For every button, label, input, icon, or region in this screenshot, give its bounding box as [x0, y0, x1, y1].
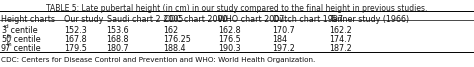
Text: 3: 3 — [1, 26, 6, 35]
Text: 50: 50 — [1, 35, 11, 44]
Text: Tanner study (1966): Tanner study (1966) — [329, 15, 410, 24]
Text: 179.5: 179.5 — [64, 44, 87, 53]
Text: WHO chart 2007: WHO chart 2007 — [218, 15, 284, 24]
Text: centile: centile — [8, 26, 38, 35]
Text: 180.7: 180.7 — [107, 44, 129, 53]
Text: 97: 97 — [1, 44, 11, 53]
Text: TABLE 5: Late pubertal height (in cm) in our study compared to the final height : TABLE 5: Late pubertal height (in cm) in… — [46, 4, 428, 13]
Text: 197.2: 197.2 — [273, 44, 295, 53]
Text: 153.6: 153.6 — [107, 26, 129, 35]
Text: CDC: Centers for Disease Control and Prevention and WHO: World Health Organizati: CDC: Centers for Disease Control and Pre… — [1, 57, 315, 63]
Text: Dutch chart 1997: Dutch chart 1997 — [273, 15, 343, 24]
Text: 176.5: 176.5 — [218, 35, 241, 44]
Text: 162.2: 162.2 — [329, 26, 352, 35]
Text: 152.3: 152.3 — [64, 26, 87, 35]
Text: CDC chart 2000: CDC chart 2000 — [164, 15, 227, 24]
Text: 190.3: 190.3 — [218, 44, 241, 53]
Text: 162: 162 — [164, 26, 179, 35]
Text: 187.2: 187.2 — [329, 44, 352, 53]
Text: Our study: Our study — [64, 15, 103, 24]
Text: 184: 184 — [273, 35, 288, 44]
Text: 168.8: 168.8 — [107, 35, 129, 44]
Text: centile: centile — [11, 35, 41, 44]
Text: 174.7: 174.7 — [329, 35, 352, 44]
Text: Height charts: Height charts — [1, 15, 55, 24]
Text: 167.8: 167.8 — [64, 35, 87, 44]
Text: 176.25: 176.25 — [164, 35, 191, 44]
Text: 170.7: 170.7 — [273, 26, 295, 35]
Text: th: th — [7, 34, 13, 39]
Text: 162.8: 162.8 — [218, 26, 241, 35]
Text: 188.4: 188.4 — [164, 44, 186, 53]
Text: rd: rd — [4, 25, 9, 29]
Text: Saudi chart 2 2005: Saudi chart 2 2005 — [107, 15, 183, 24]
Text: centile: centile — [11, 44, 41, 53]
Text: th: th — [7, 42, 13, 48]
